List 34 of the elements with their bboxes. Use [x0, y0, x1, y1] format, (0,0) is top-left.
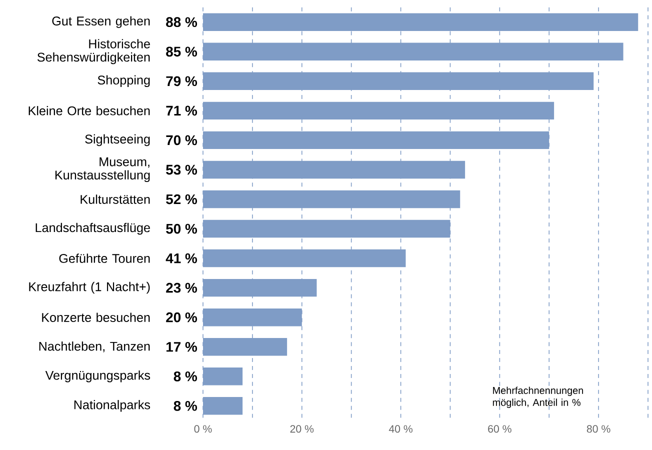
x-tick-label: 80 %	[586, 425, 610, 433]
data-label: 20 %	[166, 312, 198, 322]
y-tick-label: Museum, Kunstausstellung	[55, 157, 150, 182]
x-tick-label: 40 %	[388, 425, 412, 433]
y-tick-label: Vergnügungsparks	[45, 370, 150, 382]
y-tick-label: Sightseeing	[85, 134, 150, 146]
data-label: 8 %	[174, 400, 198, 411]
y-tick-label: Gut Essen gehen	[52, 16, 150, 28]
y-tick-label: Konzerte besuchen	[42, 312, 150, 322]
y-tick-label: Geführte Touren	[59, 254, 150, 263]
data-label: 53 %	[166, 164, 198, 175]
x-tick-label: 60 %	[488, 425, 512, 433]
y-tick-label: Landschaftsausflüge	[36, 222, 150, 235]
data-label: 88 %	[166, 17, 198, 28]
y-tick-label: Shopping	[98, 75, 150, 88]
data-label: 70 %	[166, 135, 198, 146]
x-tick-label: 20 %	[290, 425, 314, 433]
y-tick-label: Kulturstätten	[80, 194, 150, 204]
x-tick-label: 0 %	[194, 425, 212, 433]
data-label: 50 %	[166, 224, 198, 234]
data-label: 8 %	[174, 371, 198, 382]
data-label: 52 %	[166, 194, 198, 204]
data-label: 79 %	[166, 76, 198, 86]
y-tick-label: Nachtleben, Tanzen	[39, 341, 150, 352]
data-label: 41 %	[166, 253, 198, 264]
data-label: 23 %	[166, 282, 198, 293]
data-label: 85 %	[166, 46, 198, 57]
y-tick-label: Kleine Orte besuchen	[28, 106, 150, 116]
annotation: Mehrfachnennungen möglich, Anteil in %	[492, 386, 584, 408]
data-label: 71 %	[166, 106, 198, 116]
y-tick-label: Nationalparks	[74, 400, 150, 412]
y-tick-label: Kreuzfahrt (1 Nacht+)	[29, 282, 150, 294]
y-tick-label: Historische Sehenswürdigkeiten	[37, 39, 150, 64]
data-label: 17 %	[166, 342, 198, 352]
